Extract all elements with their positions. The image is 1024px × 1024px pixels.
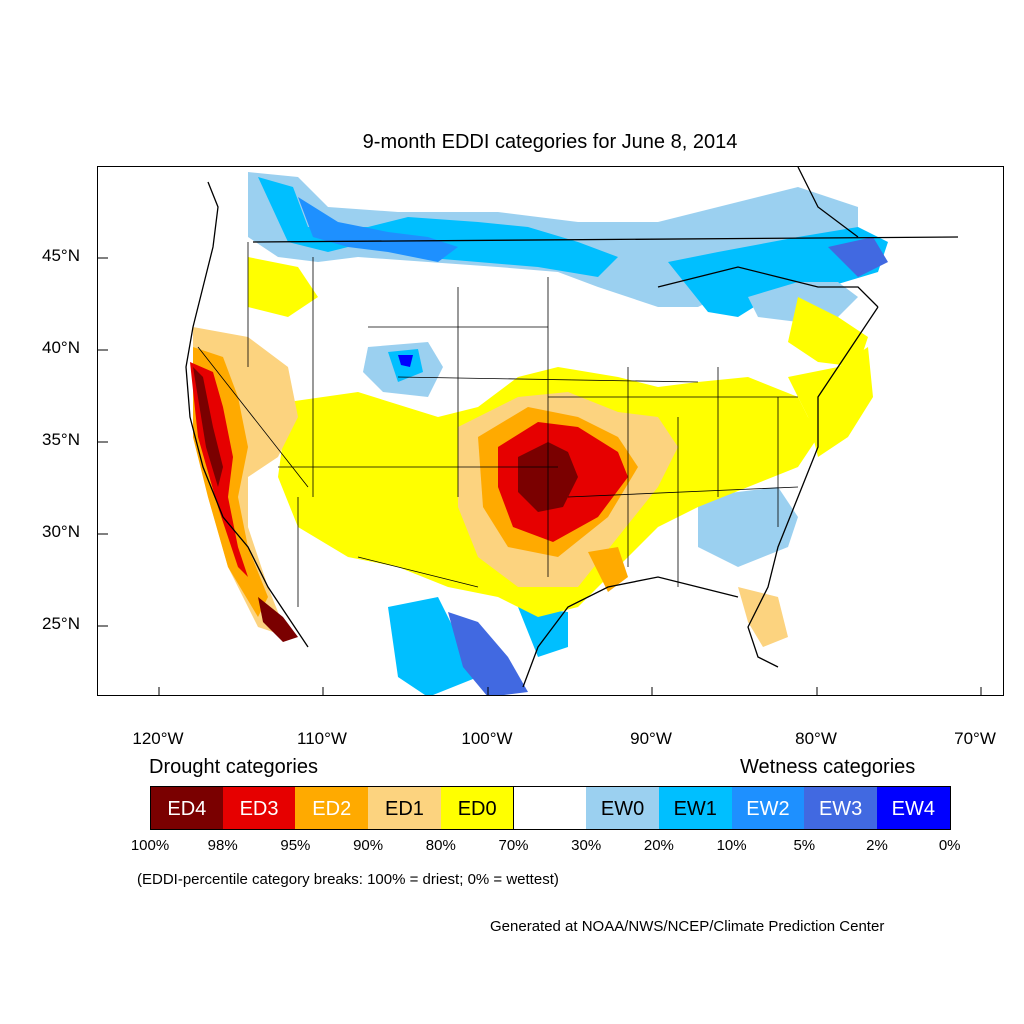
legend-break-label: 10% [716,837,747,854]
legend-break-label: 30% [571,837,602,854]
wetness-regions [248,172,888,695]
credit-text: Generated at NOAA/NWS/NCEP/Climate Predi… [490,918,885,935]
legend-swatch-ed4: ED4 [150,786,224,830]
legend-swatch-ew1: EW1 [658,786,733,830]
drought-regions [190,257,873,647]
ytick-45n: 45°N [42,246,80,265]
ytick-40n: 40°N [42,338,80,357]
xtick-100w: 100°W [461,729,513,748]
ytick-30n: 30°N [42,522,80,541]
map-title: 9-month EDDI categories for June 8, 2014 [362,131,738,153]
ytick-25n: 25°N [42,614,80,633]
wetness-heading: Wetness categories [740,756,916,778]
state-borders [197,242,799,607]
axis-ticks [98,257,982,695]
legend-break-label: 20% [643,837,674,854]
xtick-90w: 90°W [630,729,672,748]
xtick-70w: 70°W [954,729,996,748]
legend-break-label: 90% [353,837,384,854]
legend-swatch-ew0: EW0 [586,786,660,830]
legend-break-label: 0% [938,837,961,854]
legend-break-label: 95% [280,837,311,854]
ytick-35n: 35°N [42,430,80,449]
legend-swatch-ew4: EW4 [877,786,951,830]
legend-swatch-ed0: ED0 [440,786,515,830]
xtick-110w: 110°W [297,729,347,748]
legend-swatch-ew3: EW3 [804,786,878,830]
xtick-80w: 80°W [795,729,837,748]
legend-swatch-ed3: ED3 [222,786,297,830]
legend-swatch-ed1: ED1 [368,786,442,830]
map-frame [97,166,1004,696]
legend-break-label: 100% [130,837,170,854]
legend-break-label: 98% [207,837,238,854]
breaks-note: (EDDI-percentile category breaks: 100% =… [137,871,559,888]
legend-break-label: 70% [498,837,529,854]
legend-swatch-ew2: EW2 [731,786,806,830]
legend-swatch-ed2: ED2 [295,786,370,830]
legend-swatch-neutral [513,786,588,830]
coastlines [185,167,959,688]
eddi-map [98,167,982,695]
drought-heading: Drought categories [149,756,318,778]
xtick-120w: 120°W [132,729,184,748]
legend-break-label: 5% [793,837,816,854]
legend-break-label: 80% [425,837,456,854]
legend-break-label: 2% [866,837,888,854]
